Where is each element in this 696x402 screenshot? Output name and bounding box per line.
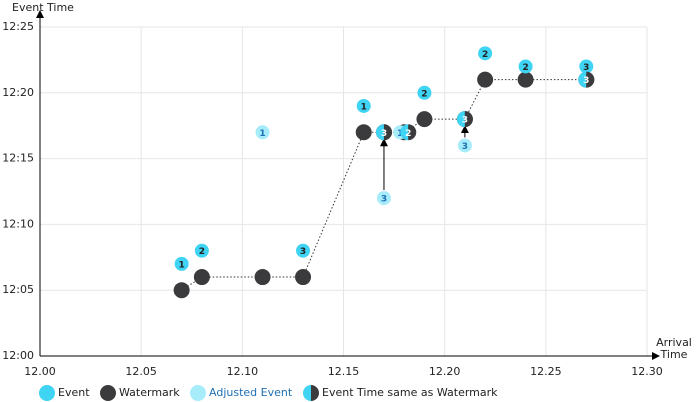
point-half bbox=[400, 124, 409, 141]
y-tick-label: 12:05 bbox=[2, 283, 34, 296]
legend-swatch bbox=[303, 385, 311, 401]
point-label: 3 bbox=[300, 247, 306, 257]
x-tick-label: 12.25 bbox=[530, 365, 562, 378]
point bbox=[457, 138, 472, 153]
point bbox=[193, 269, 210, 286]
point-half bbox=[383, 124, 392, 141]
point bbox=[578, 71, 595, 88]
point bbox=[478, 46, 493, 61]
x-tick-label: 12.20 bbox=[429, 365, 461, 378]
point bbox=[174, 256, 189, 271]
point-label: 1 bbox=[361, 102, 367, 112]
y-tick-label: 12:25 bbox=[2, 20, 34, 33]
legend-swatch bbox=[311, 385, 319, 401]
point bbox=[255, 125, 270, 140]
point-label: 1 bbox=[397, 129, 403, 139]
point-label: 2 bbox=[522, 63, 528, 73]
legend-label: Event Time same as Watermark bbox=[322, 386, 498, 399]
point-label: 2 bbox=[421, 89, 427, 99]
point bbox=[295, 269, 312, 286]
y-axis-label: Event Time bbox=[12, 1, 74, 14]
point-half bbox=[464, 111, 473, 128]
point bbox=[477, 71, 494, 88]
point bbox=[356, 98, 371, 113]
point-label: 2 bbox=[405, 129, 411, 139]
point bbox=[579, 59, 594, 74]
point-half bbox=[408, 124, 417, 141]
legend-label: Event bbox=[58, 386, 90, 399]
point-label: 3 bbox=[583, 76, 589, 86]
point-label: 3 bbox=[381, 129, 387, 139]
y-tick-label: 12:15 bbox=[2, 152, 34, 165]
point-label: 2 bbox=[482, 50, 488, 60]
x-tick-label: 12.15 bbox=[328, 365, 360, 378]
point bbox=[173, 282, 190, 299]
point bbox=[254, 269, 271, 286]
point bbox=[400, 124, 417, 141]
x-tick-label: 12.30 bbox=[631, 365, 663, 378]
point-half bbox=[456, 111, 465, 128]
point bbox=[416, 111, 433, 128]
point bbox=[375, 124, 392, 141]
point-half bbox=[375, 124, 384, 141]
x-axis-label: Arrival Time bbox=[656, 336, 692, 361]
point-label: 1 bbox=[179, 260, 185, 270]
legend-swatch bbox=[39, 385, 55, 401]
x-tick-label: 12.05 bbox=[125, 365, 157, 378]
point-label: 3 bbox=[583, 63, 589, 73]
y-tick-label: 12:00 bbox=[2, 349, 34, 362]
point bbox=[417, 85, 432, 100]
point-label: 2 bbox=[199, 247, 205, 257]
x-tick-label: 12.10 bbox=[227, 365, 259, 378]
point bbox=[517, 71, 534, 88]
point bbox=[355, 124, 372, 141]
point-label: 3 bbox=[462, 142, 468, 152]
y-tick-label: 12:20 bbox=[2, 86, 34, 99]
point bbox=[518, 59, 533, 74]
legend-label: Adjusted Event bbox=[209, 386, 293, 399]
point-half bbox=[578, 71, 587, 88]
point-label: 3 bbox=[381, 195, 387, 205]
y-tick-label: 12:10 bbox=[2, 217, 34, 230]
point bbox=[296, 243, 311, 258]
point-half bbox=[586, 71, 595, 88]
x-tick-label: 12.00 bbox=[24, 365, 56, 378]
point bbox=[376, 191, 391, 206]
point bbox=[456, 111, 473, 128]
point bbox=[194, 243, 209, 258]
legend-swatch bbox=[190, 385, 206, 401]
point-label: 3 bbox=[462, 116, 468, 126]
point-label: 1 bbox=[259, 129, 265, 139]
legend-label: Watermark bbox=[119, 386, 180, 399]
legend-swatch bbox=[100, 385, 116, 401]
